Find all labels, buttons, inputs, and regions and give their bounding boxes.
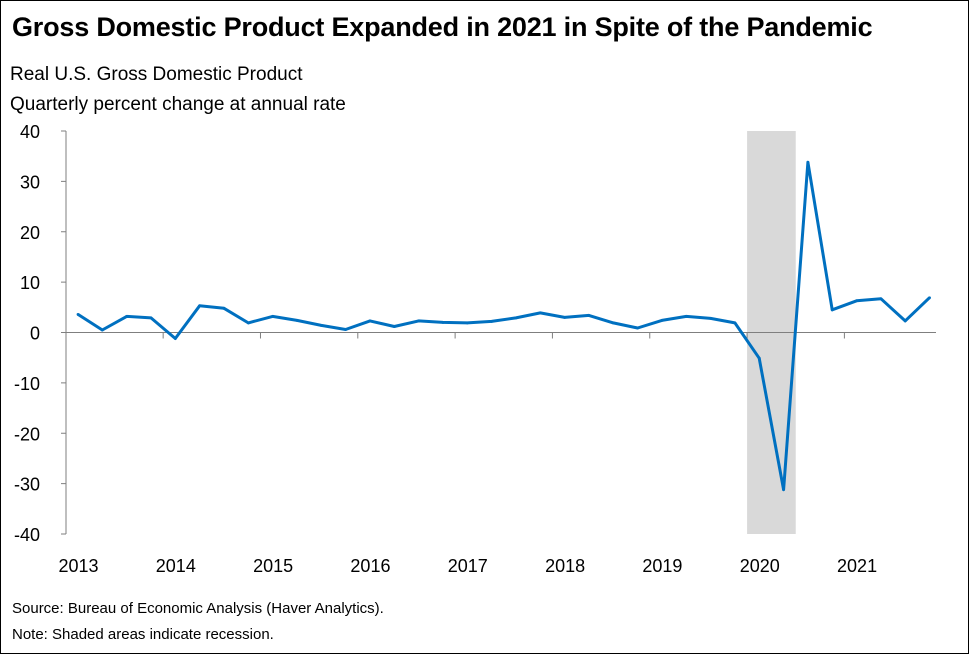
x-tick-label: 2018 [545,556,585,576]
data-point [684,314,688,318]
data-point [611,321,615,325]
data-point [757,356,761,360]
data-point [709,316,712,320]
x-tick-label: 2020 [740,556,780,576]
data-point [733,321,737,325]
data-point [76,312,80,316]
data-point [587,313,591,317]
y-tick-label: 40 [20,122,40,142]
x-tick-label: 2013 [58,556,98,576]
data-point [125,314,129,318]
data-point [879,297,883,301]
x-tick-label: 2016 [350,556,390,576]
data-point [417,319,421,323]
data-point [295,319,299,322]
data-point [368,319,372,323]
x-tick-label: 2021 [837,556,877,576]
data-point [441,321,445,324]
data-point [830,308,834,312]
data-point [149,316,153,320]
data-point [660,319,664,322]
axes-group [61,130,936,535]
data-point [222,306,226,310]
data-point [636,326,639,330]
data-point [538,311,542,315]
data-point [928,296,931,300]
x-tick-label: 2014 [156,556,196,576]
x-tick-label: 2019 [642,556,682,576]
data-point [903,319,907,323]
gdp-series-line [77,160,931,492]
y-tick-label: 30 [20,172,40,192]
x-tick-label: 2015 [253,556,293,576]
y-tick-label: -30 [14,475,40,495]
data-point [392,325,396,328]
data-point [465,321,469,325]
data-point [782,488,785,492]
data-point [563,315,566,319]
x-tick-labels: 2013 2014 2015 2016 2017 2018 2019 2020 2021 [58,556,877,576]
y-tick-label: 0 [30,324,40,344]
data-point [344,328,348,331]
data-point [514,316,518,320]
data-point [246,321,250,325]
data-point [806,160,810,164]
y-tick-label: -10 [14,374,40,394]
data-point [100,328,104,332]
recession-note: Note: Shaded areas indicate recession. [12,626,274,643]
chart-title: Gross Domestic Product Expanded in 2021 … [12,12,873,42]
y-tick-label: -20 [14,424,40,444]
data-point [490,320,494,323]
y-tick-label: 10 [20,273,40,293]
y-tick-labels: 40 30 20 10 0 -10 -20 -30 -40 [14,122,40,545]
y-tick-label: 20 [20,223,40,243]
chart-subtitle-series: Real U.S. Gross Domestic Product [10,64,303,85]
data-point [198,304,202,308]
data-point [319,324,323,327]
series-group [76,160,931,492]
source-note: Source: Bureau of Economic Analysis (Hav… [12,600,384,617]
x-tick-label: 2017 [448,556,488,576]
data-point [855,299,858,303]
data-point [271,314,275,318]
data-point [173,337,177,340]
chart-subtitle-units: Quarterly percent change at annual rate [10,94,346,115]
y-tick-label: -40 [14,525,40,545]
